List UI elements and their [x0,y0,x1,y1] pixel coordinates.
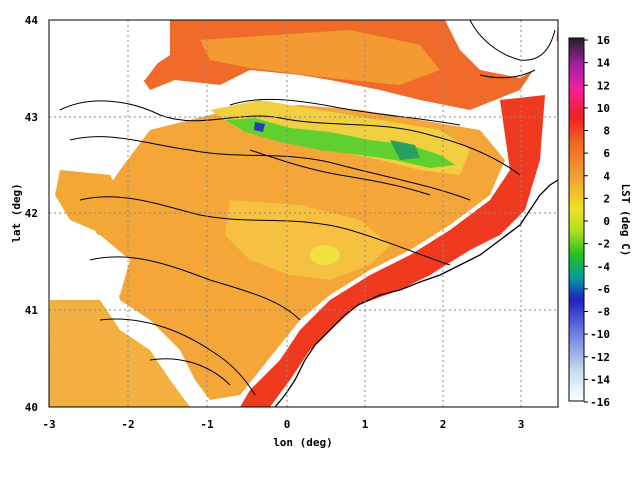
lst-region-west-2 [55,170,130,235]
contour-line [59,100,521,176]
colorbar-ticks: 16 14 12 10 8 6 4 2 0 -2 -4 -6 -8 -10 -12 -14 -16 [584,34,610,409]
colorbar-tick-label: 10 [597,102,610,115]
x-tick-label: 1 [362,418,369,431]
contour-line [469,20,556,61]
x-tick-label: 0 [284,418,291,431]
x-axis: -3 -2 -1 0 1 2 3 lon (deg) [42,418,524,449]
lst-region-pyrenees-blue [254,122,265,132]
y-tick-label: 43 [25,111,38,124]
contour-line [249,149,431,196]
colorbar-label: LST (deg C) [619,184,632,257]
colorbar-tick-label: -10 [590,328,610,341]
y-axis: 40 41 42 43 44 lat (deg) [10,14,38,414]
colorbar-tick-label: 8 [603,125,610,138]
lst-field [49,20,558,407]
x-axis-label: lon (deg) [273,436,333,449]
colorbar-tick-label: -12 [590,351,610,364]
colorbar: 16 14 12 10 8 6 4 2 0 -2 -4 -6 -8 -10 -12 -14 -16 LST (d… [568,34,632,409]
colorbar-tick-label: 14 [597,57,611,70]
colorbar-gradient [568,37,585,402]
colorbar-tick-label: -8 [597,306,610,319]
no-data-west [49,80,150,170]
contour-line [99,318,256,396]
colorbar-tick-label: -14 [590,373,610,386]
y-axis-label: lat (deg) [10,183,23,243]
x-tick-label: -3 [42,418,55,431]
colorbar-tick-label: -16 [590,396,610,409]
coastline [274,304,359,407]
contour-line [149,358,231,386]
lst-region-west [49,300,190,407]
x-tick-label: 3 [518,418,525,431]
y-tick-label: 40 [25,401,38,414]
contour-line [89,256,301,321]
colorbar-tick-label: 6 [603,147,610,160]
no-data-west-2 [49,230,130,300]
colorbar-tick-label: -4 [597,260,611,273]
contour-line [229,98,461,126]
y-tick-label: 44 [25,14,39,27]
contour-line [479,69,536,79]
coastline [357,179,558,306]
contour-line [79,196,451,266]
colorbar-tick-label: 2 [603,192,610,205]
lst-region-pyrenees-cold [390,140,420,160]
lst-region-yellow [310,245,340,265]
colorbar-tick-label: 16 [597,34,611,47]
lst-region-pyrenees-green [225,118,455,168]
no-data-north [445,20,558,78]
no-data-bay [49,20,170,85]
colorbar-tick-label: 4 [603,170,610,183]
x-tick-label: 2 [440,418,447,431]
colorbar-tick-label: 0 [603,215,610,228]
no-data-sea [270,180,558,407]
colorbar-tick-label: -6 [597,283,611,296]
contour-line [69,136,471,201]
x-tick-label: -2 [121,418,134,431]
plot-frame [48,19,559,408]
lst-region-north-warm [200,30,440,85]
colorbar-tick-label: 12 [597,79,610,92]
y-tick-label: 42 [25,207,38,220]
colorbar-tick-label: -2 [597,238,610,251]
terrain-contours [59,20,558,407]
lst-region-ne-coast [240,95,545,407]
y-tick-label: 41 [25,304,39,317]
x-tick-label: -1 [200,418,214,431]
